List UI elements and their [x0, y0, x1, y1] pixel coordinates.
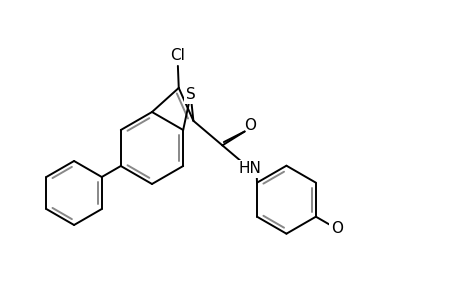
- Text: S: S: [185, 87, 195, 102]
- Text: O: O: [243, 118, 255, 133]
- Text: HN: HN: [238, 161, 261, 176]
- Text: O: O: [330, 221, 342, 236]
- Text: Cl: Cl: [170, 48, 185, 63]
